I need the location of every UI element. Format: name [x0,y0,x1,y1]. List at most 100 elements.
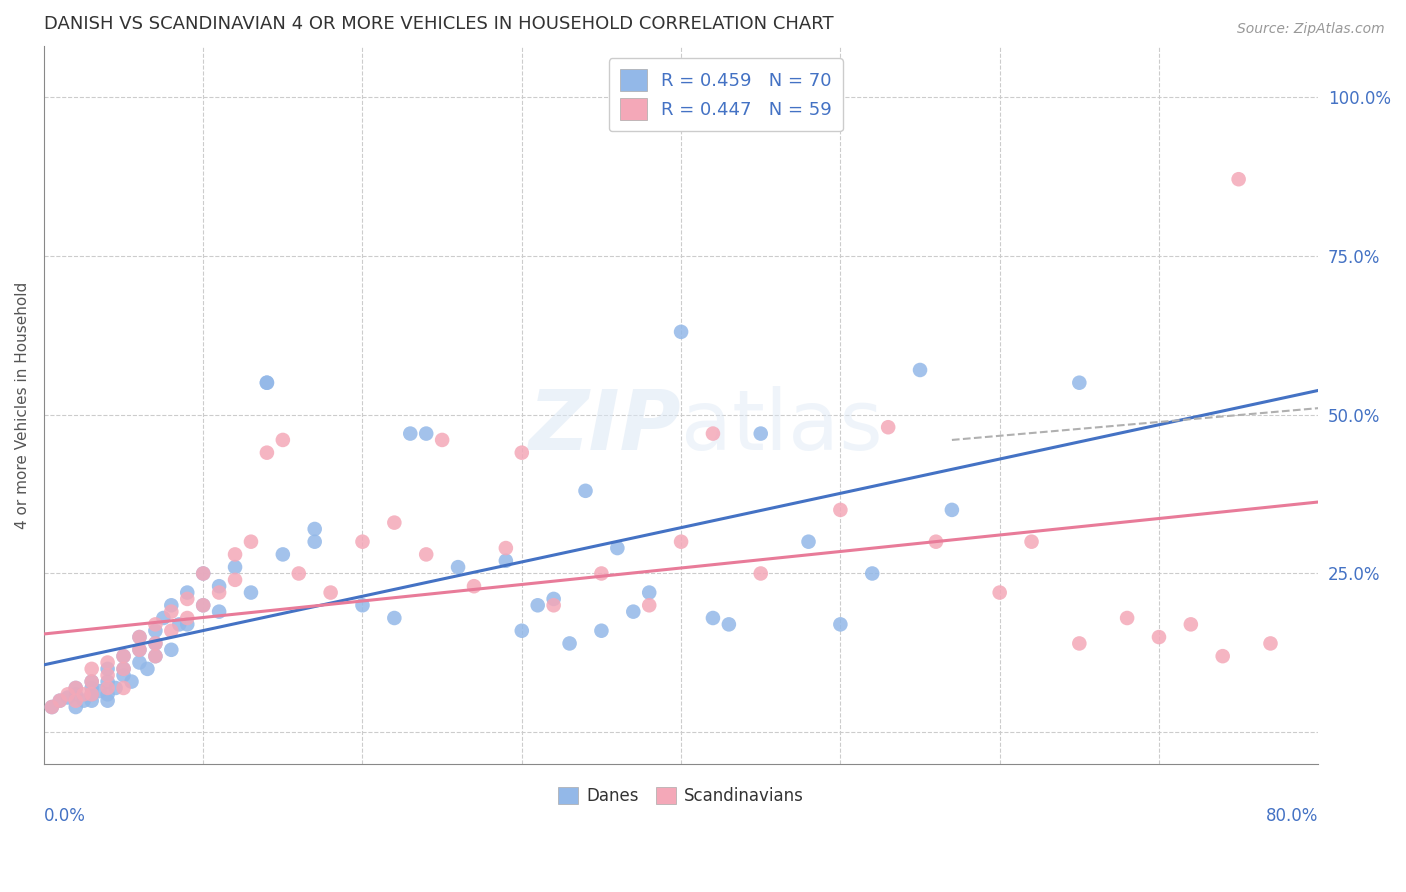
Point [176,585,198,599]
Point [702,426,724,441]
Point [80,687,103,701]
Point [128,630,150,644]
Point [224,548,246,562]
Y-axis label: 4 or more Vehicles in Household: 4 or more Vehicles in Household [15,281,30,529]
Point [240,585,263,599]
Point [97,674,120,689]
Point [112,649,135,664]
Point [208,585,231,599]
Point [877,420,900,434]
Text: ZIP: ZIP [529,386,681,467]
Point [104,681,127,695]
Point [73,687,96,701]
Point [669,325,692,339]
Point [638,599,661,613]
Point [169,617,191,632]
Point [145,617,167,632]
Point [830,617,852,632]
Point [41,700,63,714]
Point [352,599,374,613]
Point [574,483,596,498]
Point [128,642,150,657]
Point [256,376,278,390]
Point [463,579,485,593]
Point [415,426,437,441]
Point [830,503,852,517]
Point [240,534,263,549]
Point [208,579,231,593]
Point [80,681,103,695]
Point [145,649,167,664]
Point [112,681,135,695]
Point [80,687,103,701]
Point [65,687,87,701]
Point [1147,630,1170,644]
Point [193,599,215,613]
Point [128,630,150,644]
Point [382,611,405,625]
Point [112,662,135,676]
Point [1260,636,1282,650]
Point [128,642,150,657]
Point [304,534,326,549]
Point [208,605,231,619]
Point [415,548,437,562]
Point [287,566,309,581]
Point [65,700,87,714]
Point [97,681,120,695]
Point [49,694,72,708]
Point [176,591,198,606]
Point [1180,617,1202,632]
Point [89,684,111,698]
Point [136,662,159,676]
Point [495,554,517,568]
Point [193,566,215,581]
Point [97,662,120,676]
Point [526,599,548,613]
Point [510,445,533,459]
Point [352,534,374,549]
Point [65,681,87,695]
Point [717,617,740,632]
Point [543,599,565,613]
Point [193,566,215,581]
Text: 0.0%: 0.0% [44,807,86,825]
Point [112,649,135,664]
Point [65,694,87,708]
Point [80,674,103,689]
Point [749,426,772,441]
Point [256,445,278,459]
Point [97,694,120,708]
Point [41,700,63,714]
Point [495,541,517,555]
Point [988,585,1011,599]
Point [80,662,103,676]
Point [271,433,294,447]
Point [65,681,87,695]
Point [73,694,96,708]
Text: atlas: atlas [681,386,883,467]
Text: Source: ZipAtlas.com: Source: ZipAtlas.com [1237,22,1385,37]
Point [145,649,167,664]
Point [1069,376,1091,390]
Point [638,585,661,599]
Point [925,534,948,549]
Point [1227,172,1250,186]
Point [319,585,342,599]
Point [1212,649,1234,664]
Point [510,624,533,638]
Point [447,560,470,574]
Point [176,617,198,632]
Point [271,548,294,562]
Point [160,624,183,638]
Point [193,599,215,613]
Point [224,573,246,587]
Point [256,376,278,390]
Point [1021,534,1043,549]
Point [56,687,79,701]
Point [430,433,453,447]
Point [591,624,613,638]
Point [621,605,644,619]
Legend: R = 0.459   N = 70, R = 0.447   N = 59: R = 0.459 N = 70, R = 0.447 N = 59 [609,58,842,131]
Point [121,674,143,689]
